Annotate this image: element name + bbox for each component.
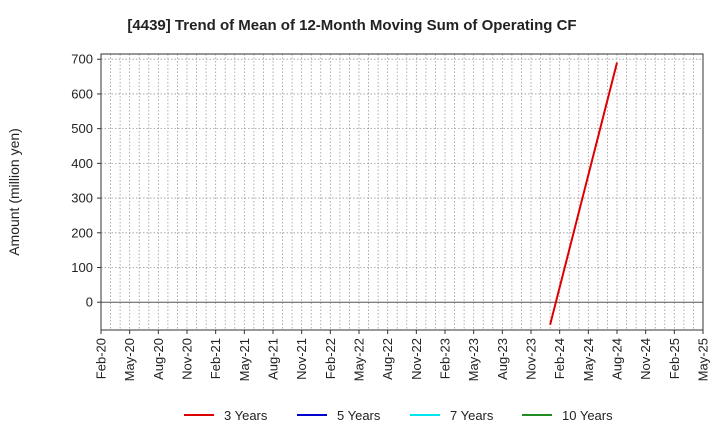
x-tick-label: May-25	[696, 338, 711, 381]
x-tick-label: Feb-25	[667, 338, 682, 379]
x-tick-label: Feb-22	[323, 338, 338, 379]
y-tick-label: 200	[71, 225, 93, 240]
x-tick-label: May-22	[352, 338, 367, 381]
y-tick-label: 300	[71, 191, 93, 206]
plot-area-frame	[100, 53, 704, 331]
y-tick-label: 500	[71, 121, 93, 136]
y-axis-label: Amount (million yen)	[6, 128, 22, 256]
series-line-3-years	[549, 62, 618, 326]
y-tick-label: 700	[71, 52, 93, 67]
y-tick-label: 0	[86, 295, 93, 310]
x-tick-label: May-23	[466, 338, 481, 381]
x-tick-label: Nov-22	[409, 338, 424, 380]
x-tick-label: Nov-20	[180, 338, 195, 380]
legend-label: 10 Years	[562, 408, 613, 423]
x-tick-label: Aug-21	[266, 338, 281, 380]
x-tick-label: May-20	[122, 338, 137, 381]
x-tick-label: May-21	[237, 338, 252, 381]
x-tick-label: Aug-20	[151, 338, 166, 380]
y-tick-label: 100	[71, 260, 93, 275]
x-tick-label: Feb-21	[208, 338, 223, 379]
x-tick-label: Nov-23	[524, 338, 539, 380]
x-tick-label: Feb-23	[438, 338, 453, 379]
y-tick-label: 600	[71, 86, 93, 101]
grid-lines	[101, 54, 703, 330]
y-tick-label: 400	[71, 156, 93, 171]
x-tick-label: Nov-24	[638, 338, 653, 380]
chart-title: [4439] Trend of Mean of 12-Month Moving …	[127, 17, 576, 34]
legend-label: 3 Years	[224, 408, 268, 423]
x-tick-label: Aug-22	[380, 338, 395, 380]
x-tick-label: Feb-24	[552, 338, 567, 379]
legend: 3 Years 5 Years 7 Years 10 Years	[184, 408, 613, 423]
x-tick-label: Nov-21	[294, 338, 309, 380]
x-tick-label: Feb-20	[94, 338, 109, 379]
series-lines	[549, 62, 618, 326]
x-tick-label: Aug-23	[495, 338, 510, 380]
x-tick-label: May-24	[581, 338, 596, 381]
y-axis-ticks: 0 100 200 300 400 500 600 700	[71, 52, 101, 310]
x-axis-ticks: Feb-20 May-20 Aug-20 Nov-20 Feb-21 May-21 Aug-…	[94, 330, 711, 381]
legend-label: 5 Years	[337, 408, 381, 423]
legend-label: 7 Years	[450, 408, 494, 423]
x-tick-label: Aug-24	[610, 338, 625, 380]
